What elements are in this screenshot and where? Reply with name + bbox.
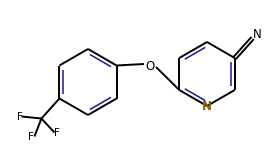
Text: F: F [55,128,60,138]
Text: N: N [253,28,262,41]
Text: F: F [18,111,23,122]
Text: F: F [28,132,34,142]
Text: O: O [145,59,155,73]
Text: N: N [202,99,212,113]
